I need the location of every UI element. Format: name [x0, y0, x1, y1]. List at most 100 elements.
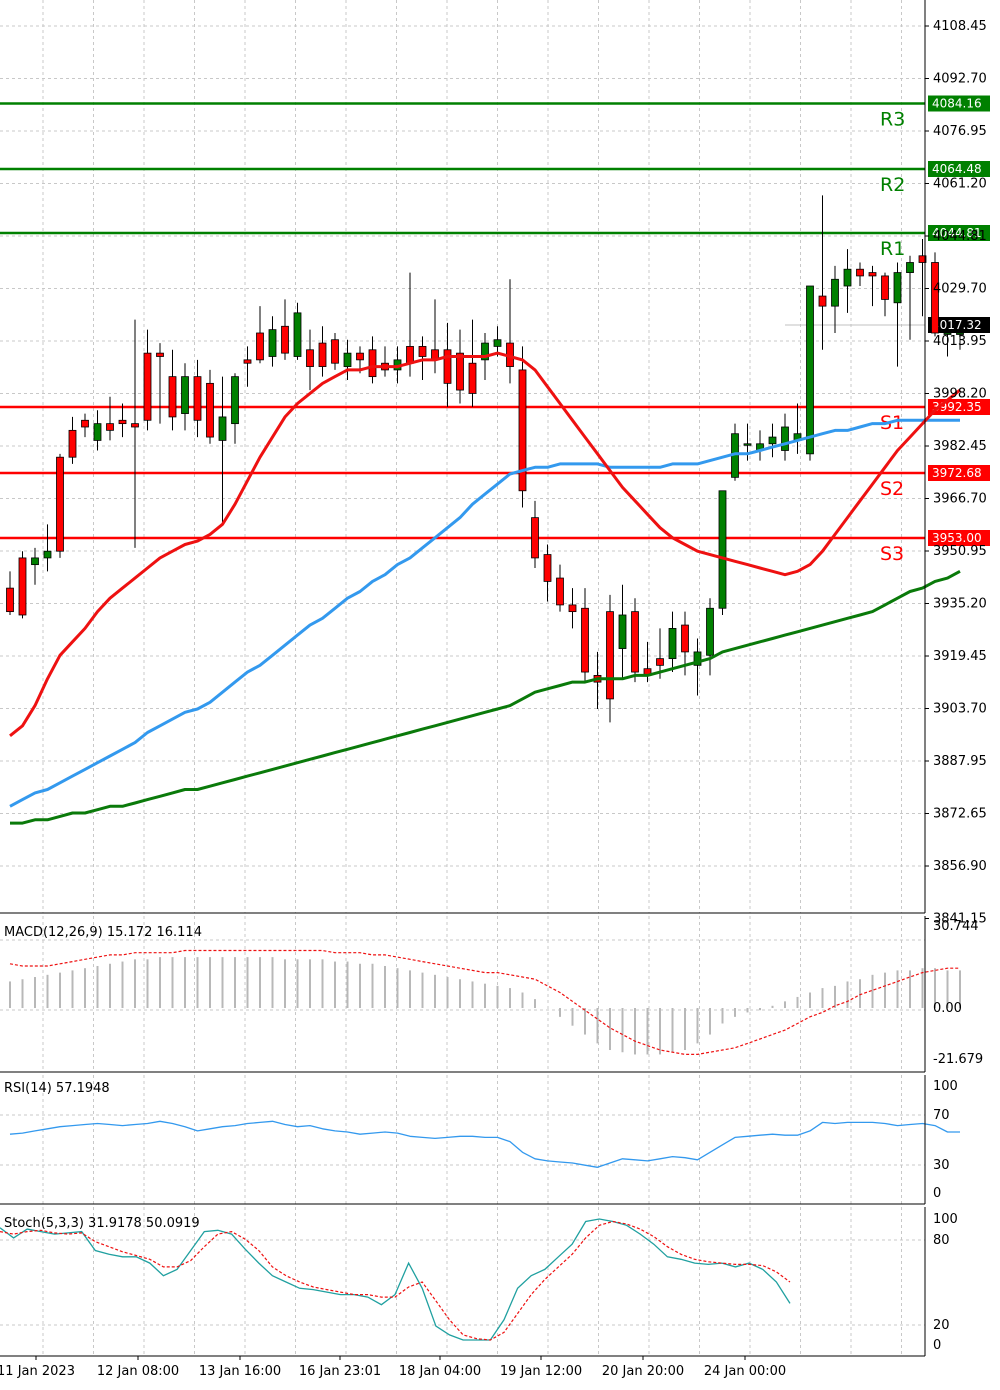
price-tick-label: 3998.20	[933, 387, 987, 402]
level-tag-r2	[928, 161, 990, 177]
candle-body	[856, 268, 864, 277]
level-name-s2: S2	[880, 478, 904, 500]
candle-body	[31, 557, 39, 566]
price-tick-label: 4108.45	[933, 19, 987, 34]
level-tag-label: 4064.48	[932, 162, 982, 176]
rsi-line	[9, 1120, 960, 1168]
level-name-r3: R3	[880, 109, 905, 131]
macd-tick-label: -21.679	[933, 1052, 983, 1067]
candles	[6, 195, 964, 723]
candle-body	[193, 376, 202, 421]
candle-body	[618, 614, 627, 649]
time-label: 20 Jan 20:00	[602, 1364, 684, 1379]
current-price-label: 4017.32	[932, 318, 982, 332]
candle-body	[356, 352, 364, 361]
level-tag-r1	[928, 225, 990, 241]
candle-body	[718, 490, 727, 609]
candle-body	[481, 342, 489, 361]
candle-body	[781, 426, 789, 451]
candle-body	[131, 423, 139, 428]
chart-grid	[0, 0, 925, 1356]
candle-body	[693, 651, 702, 666]
candle-body	[668, 628, 677, 660]
candle-body	[206, 382, 214, 438]
candle-body	[181, 376, 189, 414]
price-tick-label: 4029.70	[933, 282, 987, 297]
candle-body	[56, 456, 64, 552]
price-tick-label: 3887.95	[933, 754, 987, 769]
macd-title: MACD(12,26,9) 15.172 16.114	[4, 925, 202, 940]
candle-body	[581, 607, 589, 673]
level-tag-label: 4084.16	[932, 97, 982, 111]
candle-body	[343, 352, 352, 367]
candle-body	[168, 376, 177, 418]
time-label: 24 Jan 00:00	[704, 1364, 786, 1379]
level-tag-r3	[928, 95, 990, 112]
price-tick-label: 3903.70	[933, 702, 987, 717]
price-tick-label: 3966.70	[933, 492, 987, 507]
stoch-tick-label: 0	[933, 1338, 941, 1353]
price-tick-label: 4092.70	[933, 72, 987, 87]
price-tick-label: 4044.81	[933, 229, 987, 244]
candle-body	[681, 624, 689, 653]
candle-body	[706, 607, 714, 656]
candle-body	[568, 604, 577, 613]
macd-signal-line	[9, 949, 960, 1056]
stoch-title: Stoch(5,3,3) 31.9178 50.0919	[4, 1216, 200, 1231]
level-tag-label: 3972.68	[932, 466, 982, 480]
candle-body	[18, 557, 27, 616]
level-name-s3: S3	[880, 543, 904, 565]
candle-body	[331, 339, 339, 364]
stoch-tick-label: 20	[933, 1318, 950, 1333]
candle-body	[918, 255, 927, 263]
candle-body	[831, 278, 839, 307]
pivot-levels: R34084.16R24064.48R14044.81S13992.35S239…	[0, 95, 990, 565]
price-tick-label: 3982.45	[933, 439, 987, 454]
candle-body	[931, 262, 939, 334]
candle-body	[443, 349, 452, 384]
candle-body	[81, 419, 89, 428]
candle-body	[156, 352, 164, 357]
candle-body	[943, 332, 952, 335]
candle-body	[93, 423, 102, 441]
candle-body	[768, 436, 777, 445]
stoch-tick-label: 100	[933, 1212, 958, 1227]
candle-body	[456, 352, 464, 391]
sma-green-line	[10, 569, 961, 825]
time-label: 13 Jan 16:00	[199, 1364, 281, 1379]
candle-body	[218, 416, 227, 441]
candle-body	[743, 443, 752, 446]
price-tick-label: 3935.20	[933, 597, 987, 612]
price-tick-label: 4076.95	[933, 124, 987, 139]
candle-body	[818, 295, 827, 307]
candle-body	[893, 272, 902, 304]
candle-body	[556, 577, 564, 606]
level-tag-label: 4044.81	[932, 226, 982, 240]
price-tick-label: 4013.95	[933, 334, 987, 349]
candle-body	[281, 325, 289, 354]
candle-body	[468, 362, 477, 394]
candle-body	[606, 611, 614, 700]
candle-body	[68, 429, 77, 458]
level-tag-label: 3953.00	[932, 531, 982, 545]
current-price-tag	[928, 317, 990, 333]
price-tick-label: 3872.65	[933, 807, 987, 822]
candle-body	[956, 332, 964, 335]
candle-body	[418, 346, 427, 357]
candle-body	[543, 554, 552, 582]
candle-body	[293, 312, 302, 357]
candle-body	[268, 329, 277, 357]
candle-body	[231, 376, 239, 425]
candle-body	[106, 423, 114, 431]
time-label: 12 Jan 08:00	[97, 1364, 179, 1379]
time-label: 19 Jan 12:00	[500, 1364, 582, 1379]
time-label: 11 Jan 2023	[0, 1364, 75, 1379]
candle-body	[256, 332, 264, 361]
stoch-k-line	[0, 1218, 791, 1341]
candle-body	[6, 587, 14, 613]
price-tick-label: 3919.45	[933, 649, 987, 664]
candle-body	[318, 342, 327, 367]
price-tick-label: 3841.15	[933, 912, 987, 927]
rsi-title: RSI(14) 57.1948	[4, 1081, 110, 1096]
